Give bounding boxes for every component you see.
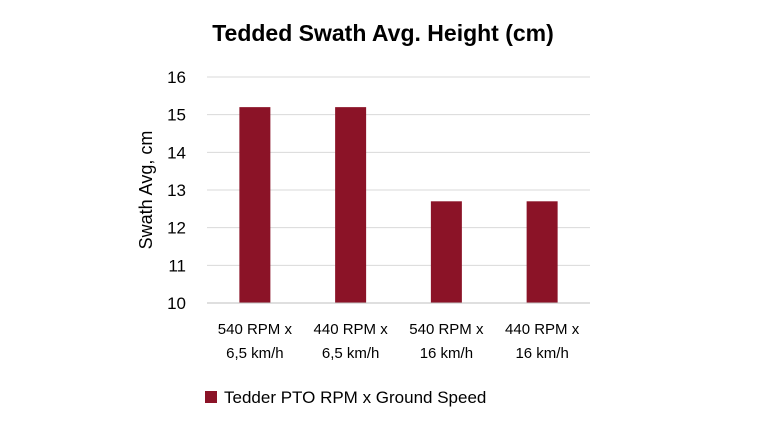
y-axis-label: Swath Avg, cm [136,131,156,250]
y-axis-ticks: 10 11 12 13 14 15 16 [167,68,186,313]
chart-title: Tedded Swath Avg. Height (cm) [212,20,554,46]
y-tick-label: 11 [168,256,186,275]
y-tick-label: 14 [167,143,186,162]
x-axis-category-labels: 540 RPM x 6,5 km/h 440 RPM x 6,5 km/h 540 RP… [218,321,580,362]
x-category-label: 540 RPM x 16 km/h [409,321,484,362]
gridlines [207,76,590,266]
legend: Tedder PTO RPM x Ground Speed [205,388,486,407]
legend-swatch [205,391,217,403]
legend-label: Tedder PTO RPM x Ground Speed [224,388,486,407]
y-tick-label: 16 [167,68,186,87]
x-category-label: 540 RPM x 6,5 km/h [218,321,293,362]
y-tick-label: 15 [167,106,186,125]
y-tick-label: 10 [167,294,186,313]
bar [239,107,271,303]
bar [430,201,462,303]
y-tick-label: 13 [167,181,186,200]
y-tick-label: 12 [167,219,186,238]
bar [526,201,558,303]
x-category-label: 440 RPM x 6,5 km/h [314,321,389,362]
x-category-label: 440 RPM x 16 km/h [505,321,580,362]
bars [239,107,558,303]
bar [335,107,367,303]
